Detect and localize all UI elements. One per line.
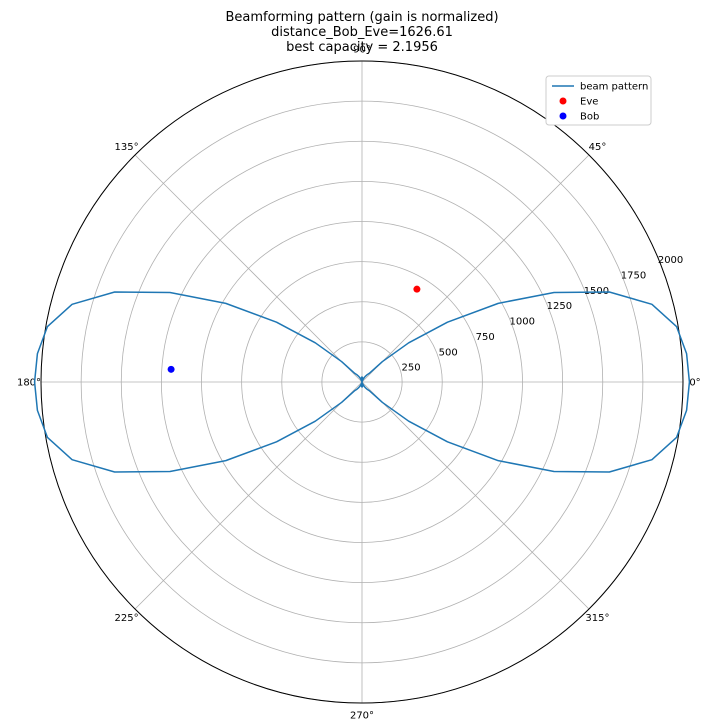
legend-entry-label: Bob [580,112,599,123]
angle-tick-label: 225° [114,613,138,624]
chart-title-line-2: distance_Bob_Eve=1626.61 [271,25,453,40]
angle-tick-label: 315° [585,613,609,624]
angle-tick-label: 45° [589,142,607,153]
angle-tick-label: 0° [689,378,700,389]
point-eve [413,285,421,293]
series-layer [33,285,691,473]
legend-entry-label: Eve [580,97,598,108]
radial-tick-label: 250 [402,363,421,374]
polar-frame [40,60,684,704]
radial-tick-label: 750 [476,332,495,343]
angle-tick-label: 135° [114,142,138,153]
angle-tick-label: 180° [17,378,41,389]
radial-tick-label: 1000 [510,317,535,328]
radial-tick-label: 1750 [621,271,646,282]
radial-tick-label: 2000 [658,255,683,266]
legend-marker-swatch [559,97,567,105]
angular-grid-line [134,154,363,383]
point-bob [167,365,175,373]
angular-grid-line [361,381,590,610]
polar-grid [40,60,684,704]
angular-grid-line [134,381,363,610]
angle-tick-label: 90° [353,45,371,56]
chart-title-line-1: Beamforming pattern (gain is normalized) [225,10,498,25]
chart-title-line-3: best capacity = 2.1956 [286,40,438,55]
radial-tick-label: 1250 [547,301,572,312]
legend-marker-swatch [559,112,567,120]
angular-grid-line [361,154,590,383]
legend: beam pattern Eve Bob [545,75,652,126]
series-line-beam-pattern [33,291,691,473]
legend-box [545,75,652,126]
angle-tick-label: 270° [350,711,374,720]
radial-tick-label: 500 [439,347,458,358]
legend-entry-label: beam pattern [580,82,648,93]
